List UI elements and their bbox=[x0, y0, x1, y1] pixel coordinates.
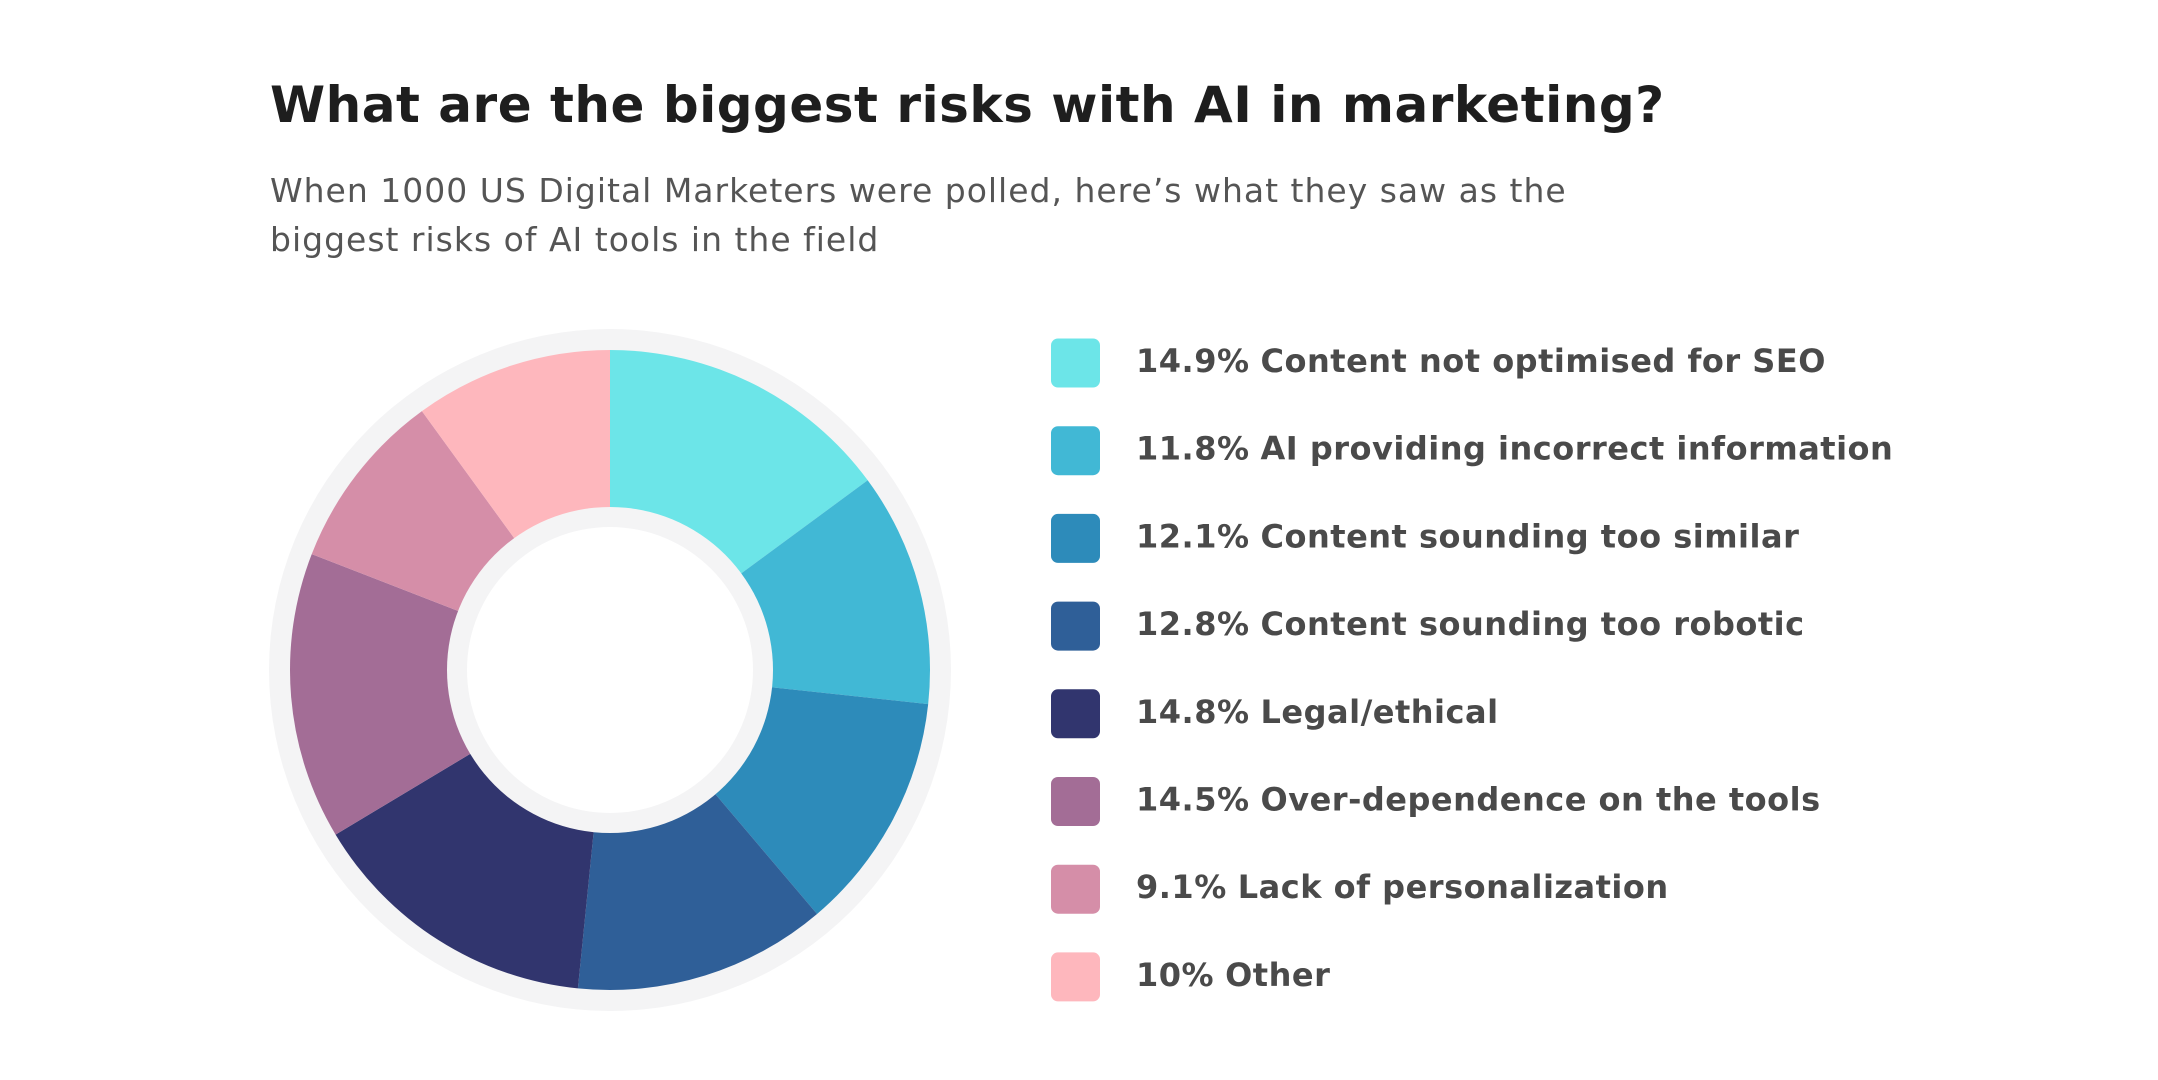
legend-label: 11.8% AI providing incorrect information bbox=[1136, 430, 1893, 468]
legend-label: 14.9% Content not optimised for SEO bbox=[1136, 342, 1826, 380]
legend-label: 14.5% Over-dependence on the tools bbox=[1136, 781, 1821, 819]
legend-category: Content not optimised for SEO bbox=[1261, 342, 1826, 380]
legend-label: 12.1% Content sounding too similar bbox=[1136, 517, 1799, 555]
legend-swatch bbox=[1051, 777, 1100, 826]
legend-category: Other bbox=[1225, 956, 1330, 994]
value-label: 14.8% bbox=[1136, 693, 1250, 731]
legend-category: Lack of personalization bbox=[1238, 868, 1669, 906]
legend-swatch bbox=[1051, 689, 1100, 739]
value-label: 14.5% bbox=[1136, 781, 1250, 819]
legend-category: Over-dependence on the tools bbox=[1261, 781, 1821, 819]
value-label: 12.1% bbox=[1136, 517, 1250, 555]
legend-label: 9.1% Lack of personalization bbox=[1136, 868, 1669, 906]
legend-swatch bbox=[1051, 952, 1100, 1002]
legend-swatch bbox=[1051, 864, 1100, 914]
legend-category: Content sounding too robotic bbox=[1261, 605, 1805, 643]
legend-swatch bbox=[1051, 601, 1100, 651]
legend-label: 12.8% Content sounding too robotic bbox=[1136, 605, 1805, 643]
value-label: 12.8% bbox=[1136, 605, 1250, 643]
value-label: 11.8% bbox=[1136, 430, 1250, 468]
legend-label: 14.8% Legal/ethical bbox=[1136, 693, 1499, 731]
value-label: 10% bbox=[1136, 956, 1214, 994]
value-label: 14.9% bbox=[1136, 342, 1250, 380]
legend-label: 10% Other bbox=[1136, 956, 1330, 994]
legend-swatch bbox=[1051, 513, 1100, 563]
legend-swatch bbox=[1051, 338, 1100, 388]
legend-swatch bbox=[1051, 426, 1100, 476]
donut-hole bbox=[467, 527, 753, 813]
chart-title: What are the biggest risks with AI in ma… bbox=[270, 76, 1665, 134]
legend-category: AI providing incorrect information bbox=[1261, 430, 1894, 468]
chart-subtitle: When 1000 US Digital Marketers were poll… bbox=[270, 171, 1567, 259]
value-label: 9.1% bbox=[1136, 868, 1227, 906]
legend-category: Legal/ethical bbox=[1261, 693, 1499, 731]
legend-category: Content sounding too similar bbox=[1261, 517, 1800, 555]
